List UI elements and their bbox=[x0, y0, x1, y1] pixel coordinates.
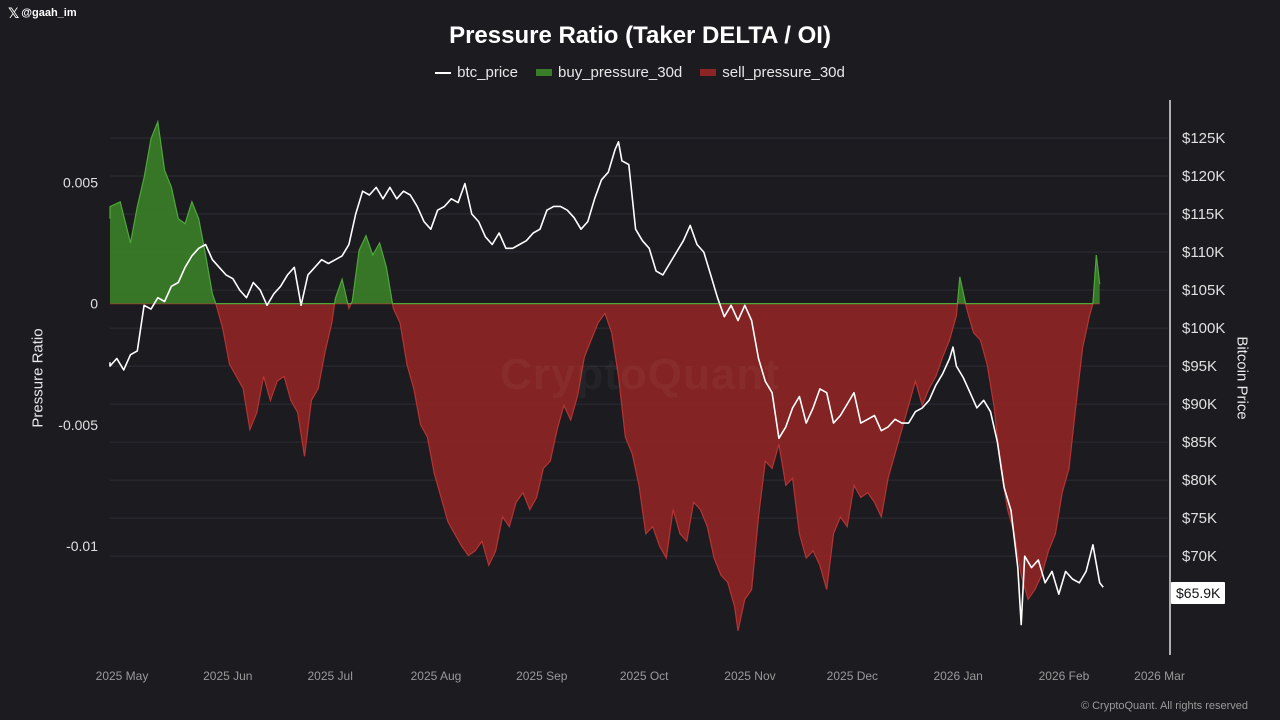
x-tick-label: 2025 Dec bbox=[827, 669, 878, 683]
y-tick-label: 0 bbox=[90, 296, 98, 312]
sell-pressure-swatch bbox=[700, 69, 717, 76]
btc-price-swatch bbox=[435, 71, 452, 74]
x-tick-label: 2026 Feb bbox=[1039, 669, 1090, 683]
y2-tick-label: $95K bbox=[1182, 358, 1217, 375]
x-tick-label: 2025 Jul bbox=[307, 669, 352, 683]
y2-tick-label: $125K bbox=[1182, 130, 1225, 147]
x-tick-label: 2026 Jan bbox=[933, 669, 982, 683]
y2-tick-label: $90K bbox=[1182, 396, 1217, 413]
y2-tick-label: $80K bbox=[1182, 472, 1217, 489]
watermark: CryptoQuant bbox=[500, 350, 780, 400]
buy-pressure-area bbox=[110, 121, 1100, 304]
x-tick-label: 2025 Nov bbox=[724, 669, 775, 683]
btc-price-line bbox=[109, 141, 1104, 626]
legend-item-buy-pressure[interactable]: buy_pressure_30d bbox=[536, 64, 682, 81]
legend-label-sell-pressure: sell_pressure_30d bbox=[722, 64, 845, 81]
y-tick-label: -0.01 bbox=[66, 538, 98, 554]
pressure-areas bbox=[109, 119, 1101, 631]
x-tick-label: 2025 Aug bbox=[411, 669, 462, 683]
copyright-notice: © CryptoQuant. All rights reserved bbox=[1080, 700, 1248, 712]
x-logo-icon: 𝕏 bbox=[8, 5, 20, 21]
buy-pressure-line bbox=[109, 119, 1101, 305]
x-tick-label: 2026 Mar bbox=[1134, 669, 1185, 683]
y-tick-label: 0.005 bbox=[63, 174, 98, 190]
y2-tick-label: $120K bbox=[1182, 168, 1225, 185]
x-tick-label: 2025 May bbox=[96, 669, 149, 683]
x-tick-label: 2025 Sep bbox=[516, 669, 568, 683]
btc-price-series bbox=[109, 141, 1104, 626]
y2-tick-label: $105K bbox=[1182, 282, 1225, 299]
legend-label-buy-pressure: buy_pressure_30d bbox=[558, 64, 683, 81]
author-handle: 𝕏 @gaah_im bbox=[8, 6, 77, 20]
y2-tick-label: $75K bbox=[1182, 510, 1217, 527]
sell-pressure-area bbox=[110, 303, 1100, 631]
y-axis-title: Pressure Ratio bbox=[29, 328, 47, 428]
chart-title: Pressure Ratio (Taker DELTA / OI) bbox=[449, 22, 831, 49]
y2-tick-label: $100K bbox=[1182, 320, 1225, 337]
buy-pressure-swatch bbox=[536, 69, 553, 76]
x-tick-label: 2025 Oct bbox=[620, 669, 669, 683]
x-tick-label: 2025 Jun bbox=[203, 669, 252, 683]
axes: 0.005 0 -0.005 -0.01 $125K $120K $115K $110K $10… bbox=[58, 100, 1225, 683]
handle-text: @gaah_im bbox=[21, 7, 77, 19]
legend-label-btc-price: btc_price bbox=[457, 64, 519, 81]
legend-item-btc-price[interactable]: btc_price bbox=[435, 64, 518, 81]
y2-axis-title: Bitcoin Price bbox=[1233, 336, 1251, 420]
current-price-badge: $65.9K bbox=[1171, 582, 1226, 604]
legend-item-sell-pressure[interactable]: sell_pressure_30d bbox=[700, 64, 845, 81]
sell-pressure-line bbox=[110, 303, 1100, 631]
y2-tick-label: $85K bbox=[1182, 434, 1217, 451]
y2-tick-label: $70K bbox=[1182, 548, 1217, 565]
y2-tick-label: $115K bbox=[1182, 206, 1224, 223]
y2-tick-label: $110K bbox=[1182, 244, 1224, 261]
legend: btc_price buy_pressure_30d sell_pressure… bbox=[0, 64, 1280, 81]
y-tick-label: -0.005 bbox=[58, 417, 98, 433]
